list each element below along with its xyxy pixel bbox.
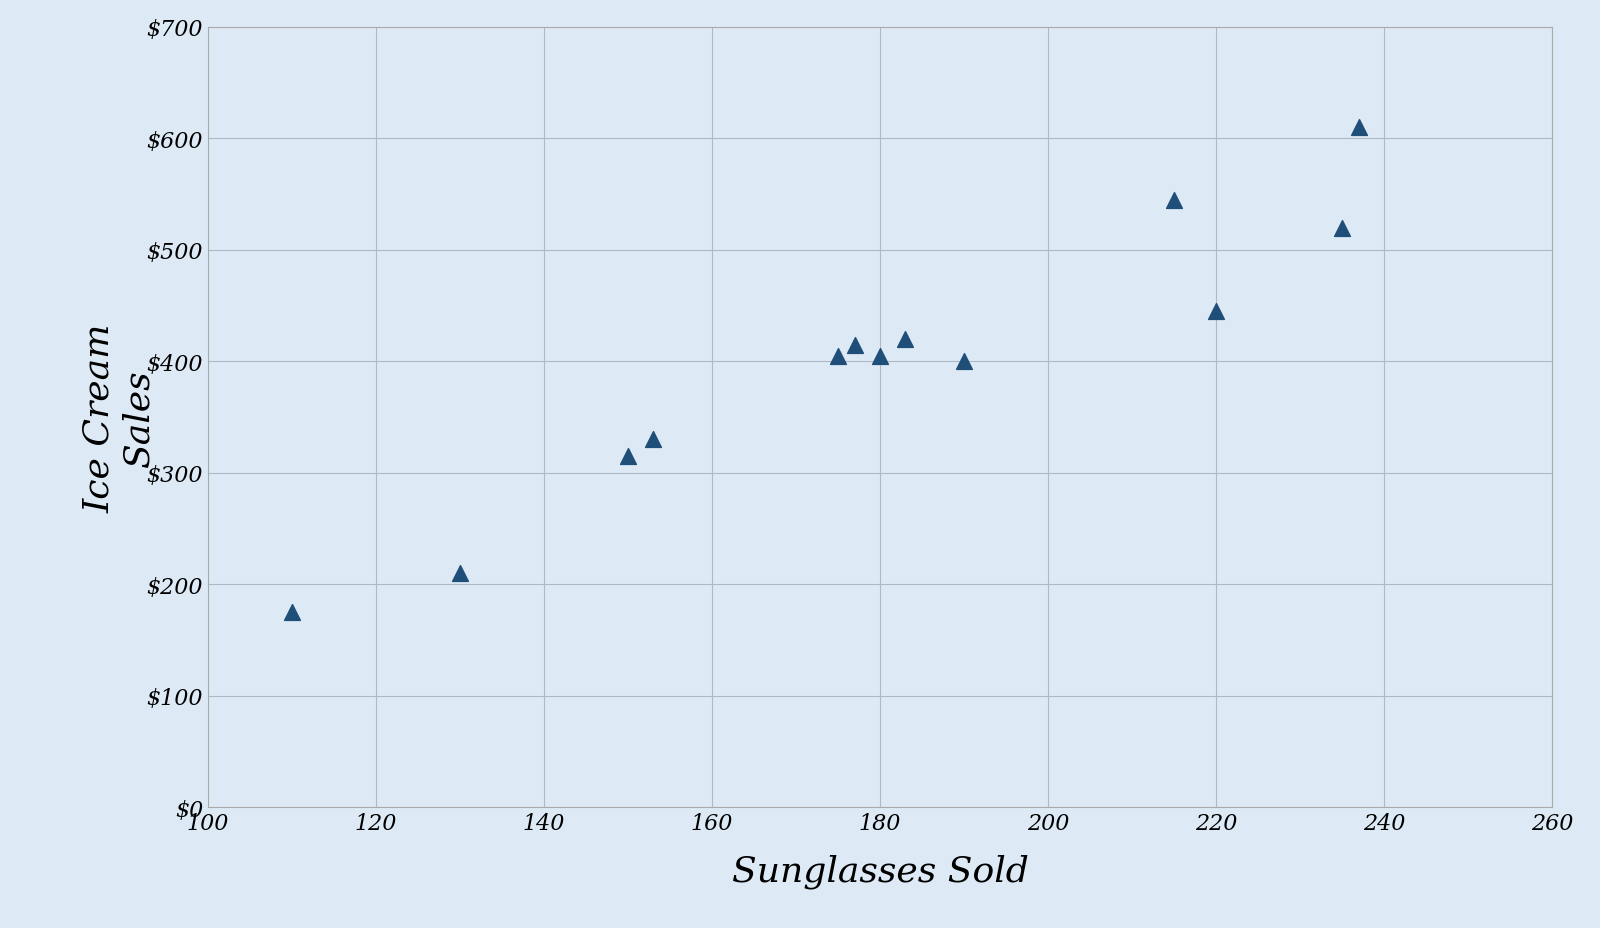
Point [950,354,976,369]
Y-axis label: Ice Cream
Sales: Ice Cream Sales [82,323,155,512]
Point [640,432,666,447]
Point [842,338,867,353]
Point [1203,304,1229,319]
Point [1330,221,1355,236]
Point [278,605,304,620]
X-axis label: Sunglasses Sold: Sunglasses Sold [731,854,1029,888]
Point [867,349,893,364]
Point [614,449,640,464]
Point [1346,121,1371,135]
Point [448,566,474,581]
Point [893,332,918,347]
Point [826,349,851,364]
Point [1162,193,1187,208]
